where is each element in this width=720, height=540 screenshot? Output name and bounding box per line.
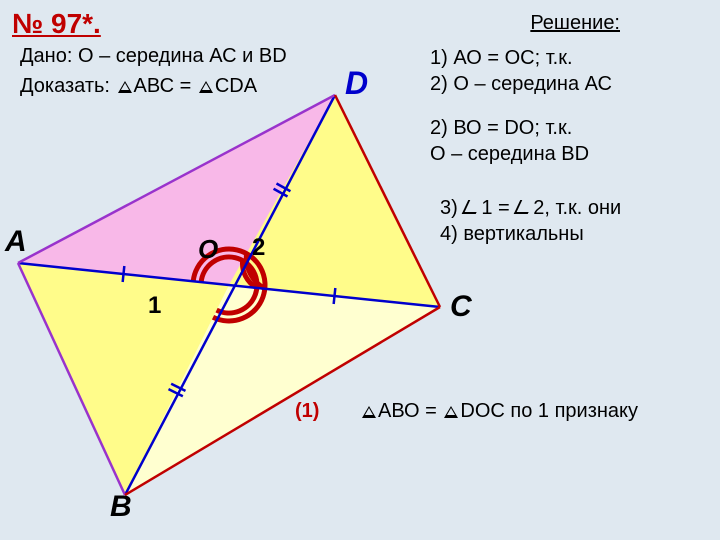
step2-line1: 2) ВО = DО; т.к. — [430, 115, 710, 141]
geometry-diagram — [0, 85, 470, 515]
step1-line1: 1) АО = ОС; т.к. — [430, 45, 710, 71]
solution-step-3: 3) 1 = 2, т.к. они 4) вертикальны — [440, 195, 720, 247]
point-label-c: С — [450, 290, 472, 324]
angle-label-1: 1 — [148, 292, 161, 320]
solution-header: Решение: — [530, 12, 620, 35]
problem-number: № 97*. — [12, 8, 101, 40]
point-label-a: А — [5, 225, 27, 259]
solution-step-1: 1) АО = ОС; т.к. 2) О – середина АС — [430, 45, 710, 97]
step3-line2: 4) вертикальны — [440, 221, 720, 247]
conc-suffix: по 1 признаку — [505, 400, 638, 422]
point-label-o: О — [198, 234, 218, 265]
step3-line1: 3) 1 = 2, т.к. они — [440, 195, 720, 221]
point-label-d: D — [345, 65, 368, 102]
s3b: 1 = — [481, 197, 515, 219]
step2-line2: О – середина ВD — [430, 141, 710, 167]
given-text: Дано: О – середина АС и ВD — [20, 45, 287, 68]
s3c: 2, т.к. они — [533, 197, 621, 219]
angle-icon — [514, 200, 535, 214]
point-label-b: В — [110, 490, 132, 524]
angle-label-2: 2 — [252, 234, 265, 262]
step1-line2: 2) О – середина АС — [430, 71, 710, 97]
solution-step-2: 2) ВО = DО; т.к. О – середина ВD — [430, 115, 710, 167]
